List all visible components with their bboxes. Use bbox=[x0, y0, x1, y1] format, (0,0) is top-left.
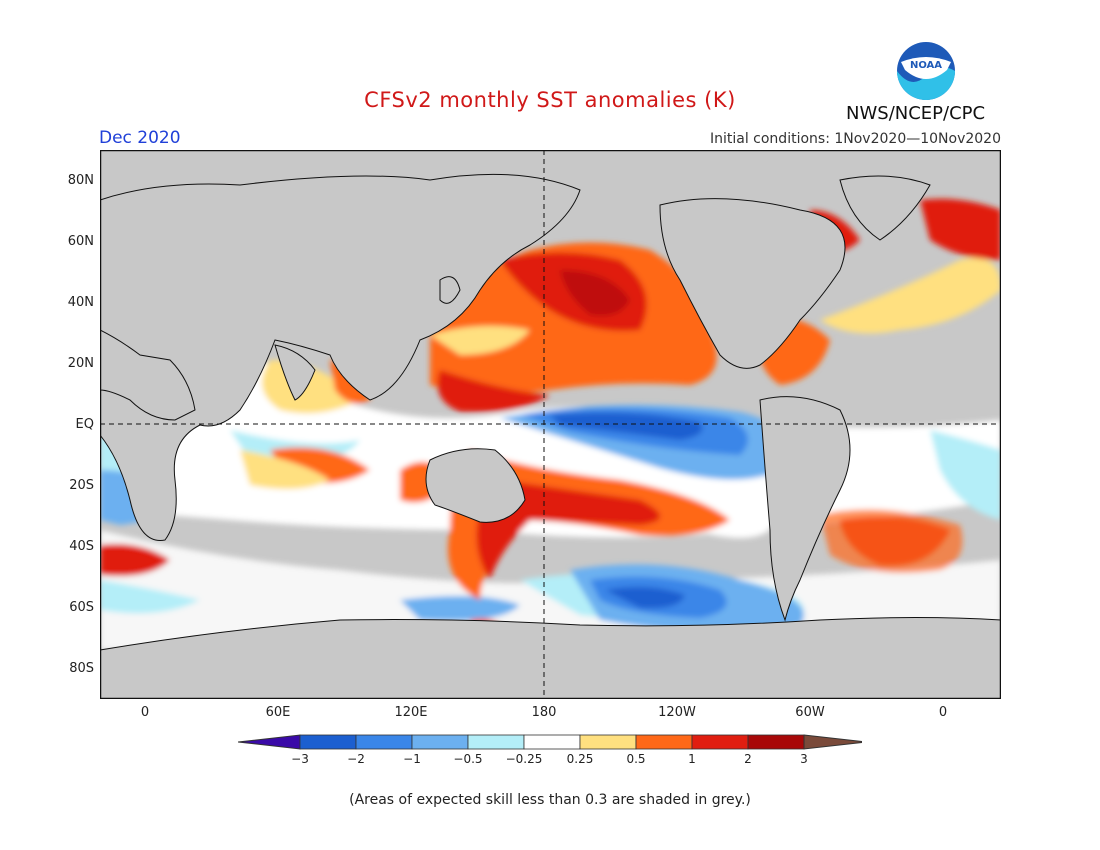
lon-tick-120e: 120E bbox=[394, 705, 428, 720]
initial-conditions: Initial conditions: 1Nov2020—10Nov2020 bbox=[709, 131, 1001, 147]
colorbar-segment bbox=[411, 734, 469, 750]
colorbar-label: 2 bbox=[744, 752, 752, 766]
colorbar-label: −0.25 bbox=[505, 752, 543, 766]
colorbar-label: 0.5 bbox=[626, 752, 646, 766]
colorbar-segment bbox=[355, 734, 413, 750]
lon-tick-0: 0 bbox=[140, 705, 150, 720]
colorbar-label: −0.5 bbox=[453, 752, 483, 766]
colorbar-segment bbox=[691, 734, 749, 750]
colorbar-label: 1 bbox=[688, 752, 696, 766]
lat-tick-60n: 60N bbox=[67, 234, 94, 249]
colorbar-segment bbox=[635, 734, 693, 750]
lat-tick-40n: 40N bbox=[67, 295, 94, 310]
lon-tick-180: 180 bbox=[531, 705, 557, 720]
sst-anomaly-map bbox=[100, 150, 1001, 699]
land-masses bbox=[100, 173, 1001, 699]
lon-tick-120w: 120W bbox=[658, 705, 696, 720]
lat-tick-20n: 20N bbox=[67, 356, 94, 371]
colorbar-arrow-min bbox=[238, 734, 301, 750]
colorbar-segment bbox=[299, 734, 357, 750]
colorbar-label: −1 bbox=[403, 752, 421, 766]
colorbar-segment bbox=[747, 734, 805, 750]
colorbar-segment bbox=[579, 734, 637, 750]
lat-tick-80n: 80N bbox=[67, 173, 94, 188]
lat-tick-80s: 80S bbox=[69, 661, 94, 676]
colorbar bbox=[238, 734, 862, 750]
colorbar-arrow-max bbox=[803, 734, 862, 750]
map-title: CFSv2 monthly SST anomalies (K) bbox=[364, 88, 736, 112]
skill-note: (Areas of expected skill less than 0.3 a… bbox=[349, 792, 751, 808]
lon-tick-60e: 60E bbox=[265, 705, 291, 720]
noaa-logo: NOAA bbox=[895, 40, 957, 106]
colorbar-label: 3 bbox=[800, 752, 808, 766]
lon-tick-60w: 60W bbox=[795, 705, 825, 720]
lon-tick-0-right: 0 bbox=[938, 705, 948, 720]
forecast-month: Dec 2020 bbox=[99, 128, 181, 148]
lat-tick-60s: 60S bbox=[69, 600, 94, 615]
noaa-logo-text: NOAA bbox=[910, 60, 942, 71]
agency-label: NWS/NCEP/CPC bbox=[846, 103, 986, 124]
colorbar-label: −2 bbox=[347, 752, 365, 766]
lat-tick-40s: 40S bbox=[69, 539, 94, 554]
colorbar-segment bbox=[523, 734, 581, 750]
map-frame bbox=[100, 150, 1001, 699]
colorbar-segment bbox=[467, 734, 525, 750]
colorbar-label: −3 bbox=[291, 752, 309, 766]
lat-tick-20s: 20S bbox=[69, 478, 94, 493]
lat-tick-eq: EQ bbox=[75, 417, 94, 432]
colorbar-label: 0.25 bbox=[566, 752, 594, 766]
